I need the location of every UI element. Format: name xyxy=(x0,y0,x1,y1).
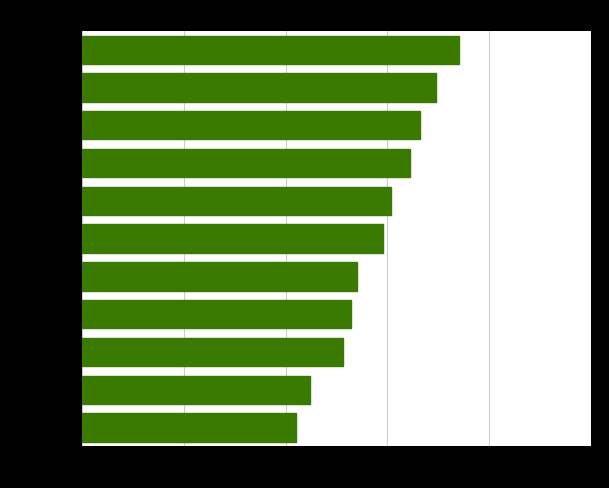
Bar xyxy=(82,74,436,102)
Bar xyxy=(82,225,383,253)
Bar xyxy=(82,263,357,291)
Bar xyxy=(82,149,410,178)
Bar xyxy=(82,37,459,65)
Bar xyxy=(82,112,420,140)
Bar xyxy=(82,301,351,329)
Bar xyxy=(82,187,392,216)
Bar xyxy=(82,338,343,366)
Bar xyxy=(82,413,296,442)
Bar xyxy=(82,376,310,404)
